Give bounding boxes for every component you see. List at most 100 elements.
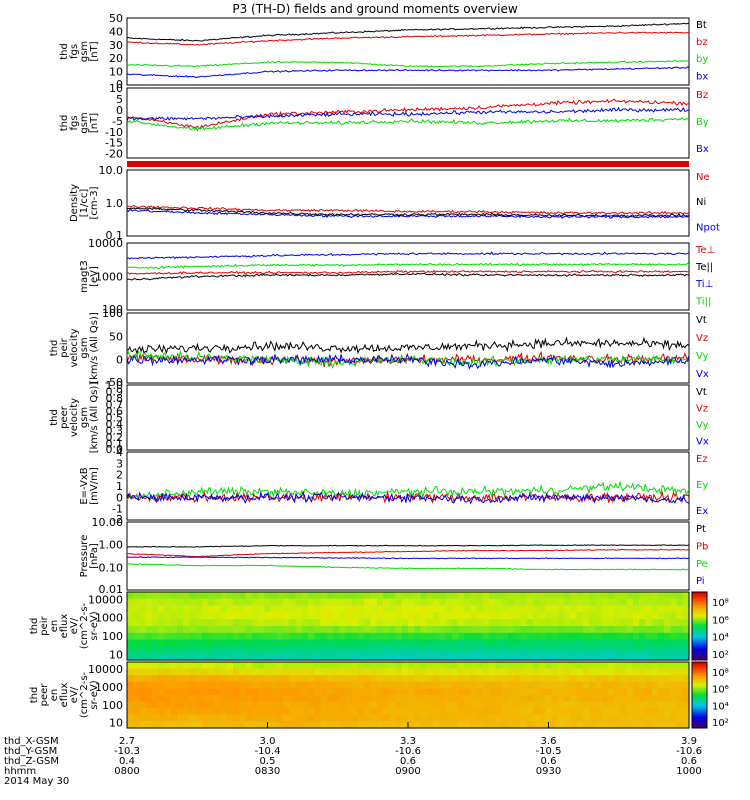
heatmap-cell-10-2-2: [139, 675, 147, 683]
ytick-label-5-1: 50: [109, 330, 123, 343]
heatmap-cell-10-2-8: [176, 675, 184, 683]
heatmap-cell-9-2-8: [176, 605, 184, 613]
heatmap-cell-9-9-39: [370, 653, 378, 661]
heatmap-cell-10-7-81: [632, 708, 640, 716]
heatmap-cell-9-7-18: [239, 639, 247, 647]
heatmap-cell-9-0-81: [632, 592, 640, 600]
heatmap-cell-10-8-10: [189, 714, 197, 722]
heatmap-cell-10-1-88: [676, 668, 684, 676]
heatmap-cell-10-6-6: [164, 701, 172, 709]
heatmap-cell-9-2-40: [376, 605, 384, 613]
heatmap-cell-10-4-7: [170, 688, 178, 696]
heatmap-cell-10-3-23: [270, 681, 278, 689]
heatmap-cell-9-1-62: [514, 598, 521, 607]
heatmap-cell-9-9-33: [333, 653, 340, 661]
heatmap-cell-9-7-29: [308, 639, 315, 647]
heatmap-cell-10-6-74: [589, 701, 596, 709]
ytick-label-2-6: -20: [105, 148, 123, 161]
heatmap-cell-10-9-79: [620, 721, 628, 729]
heatmap-cell-10-2-62: [514, 675, 521, 683]
ytick-label-7-2: 2: [116, 469, 123, 482]
heatmap-cell-9-0-86: [664, 592, 671, 600]
heatmap-cell-9-3-62: [514, 612, 521, 620]
colorbar-step-9-8: [692, 610, 707, 613]
heatmap-cell-9-5-86: [664, 626, 671, 634]
heatmap-cell-10-1-32: [326, 668, 334, 676]
heatmap-cell-10-6-79: [620, 701, 628, 709]
heatmap-cell-10-7-63: [520, 708, 528, 716]
heatmap-cell-9-0-74: [589, 592, 596, 600]
heatmap-cell-10-2-56: [476, 675, 484, 683]
heatmap-cell-10-3-85: [657, 681, 665, 689]
heatmap-cell-9-3-51: [445, 612, 453, 620]
heatmap-cell-10-8-49: [432, 714, 440, 722]
series-line-1-bx: [126, 66, 690, 79]
heatmap-cell-10-8-87: [670, 714, 678, 722]
heatmap-cell-10-3-53: [457, 681, 465, 689]
panel-ylabel-line-2-0: thd: [59, 115, 70, 132]
heatmap-cell-9-0-59: [495, 592, 503, 600]
legend-entry-1-2: by: [696, 54, 708, 65]
heatmap-cell-9-6-14: [214, 632, 222, 641]
heatmap-cell-9-9-52: [451, 653, 459, 661]
heatmap-cell-10-8-16: [226, 714, 234, 722]
heatmap-cell-9-7-24: [276, 639, 284, 647]
heatmap-cell-10-6-59: [495, 701, 503, 709]
heatmap-cell-10-8-11: [195, 714, 203, 722]
ytick-label-6-1: 0.9: [106, 386, 124, 399]
heatmap-cell-10-6-77: [607, 701, 615, 709]
heatmap-cell-9-0-33: [333, 592, 340, 600]
heatmap-cell-9-5-9: [183, 626, 191, 634]
heatmap-cell-9-8-20: [251, 646, 259, 654]
heatmap-cell-10-9-49: [432, 721, 440, 729]
heatmap-cell-9-6-49: [432, 632, 440, 641]
heatmap-cell-10-4-9: [183, 688, 191, 696]
heatmap-cell-10-2-0: [127, 675, 134, 683]
heatmap-cell-10-2-15: [220, 675, 228, 683]
heatmap-cell-10-2-82: [639, 675, 646, 683]
heatmap-cell-10-0-83: [645, 662, 653, 670]
colorbar-step-10-18: [692, 701, 707, 705]
heatmap-cell-10-0-55: [470, 662, 478, 670]
panel-ylabel-line-6-3: gsm: [79, 407, 90, 428]
heatmap-cell-9-9-74: [589, 653, 596, 661]
heatmap-cell-10-7-12: [201, 708, 209, 716]
heatmap-cell-9-8-59: [495, 646, 503, 654]
panel-frame-5: [126, 312, 690, 384]
heatmap-cell-9-1-84: [651, 598, 659, 607]
heatmap-cell-9-6-64: [526, 632, 534, 641]
heatmap-cell-10-6-5: [158, 701, 166, 709]
heatmap-cell-9-5-66: [539, 626, 546, 634]
heatmap-cell-9-1-54: [464, 598, 472, 607]
heatmap-cell-9-7-9: [183, 639, 191, 647]
heatmap-cell-10-8-28: [301, 714, 309, 722]
heatmap-cell-10-4-17: [233, 688, 240, 696]
colorbar-step-10-7: [692, 677, 707, 681]
heatmap-cell-9-9-53: [457, 653, 465, 661]
heatmap-cell-9-2-1: [133, 605, 141, 613]
heatmap-cell-10-0-74: [589, 662, 596, 670]
heatmap-cell-10-6-3: [145, 701, 153, 709]
heatmap-cell-9-9-15: [220, 653, 228, 661]
heatmap-cell-9-5-25: [283, 626, 290, 634]
heatmap-cell-9-6-33: [333, 632, 340, 641]
heatmap-cell-10-6-89: [682, 701, 690, 709]
heatmap-cell-10-9-30: [314, 721, 322, 729]
heatmap-cell-9-2-82: [639, 605, 646, 613]
heatmap-cell-10-1-51: [445, 668, 453, 676]
heatmap-cell-10-2-79: [620, 675, 628, 683]
heatmap-cell-9-6-13: [208, 632, 216, 641]
heatmap-cell-9-6-63: [520, 632, 528, 641]
heatmap-cell-9-5-38: [364, 626, 372, 634]
heatmap-cell-10-0-31: [320, 662, 328, 670]
heatmap-cell-9-5-56: [476, 626, 484, 634]
heatmap-cell-10-3-83: [645, 681, 653, 689]
heatmap-cell-10-5-78: [614, 695, 621, 703]
heatmap-cell-10-5-30: [314, 695, 322, 703]
heatmap-cell-9-3-0: [127, 612, 134, 620]
heatmap-cell-9-7-79: [620, 639, 628, 647]
heatmap-cell-10-1-72: [576, 668, 584, 676]
heatmap-cell-10-0-52: [451, 662, 459, 670]
heatmap-cell-9-7-87: [670, 639, 678, 647]
heatmap-cell-9-2-13: [208, 605, 216, 613]
